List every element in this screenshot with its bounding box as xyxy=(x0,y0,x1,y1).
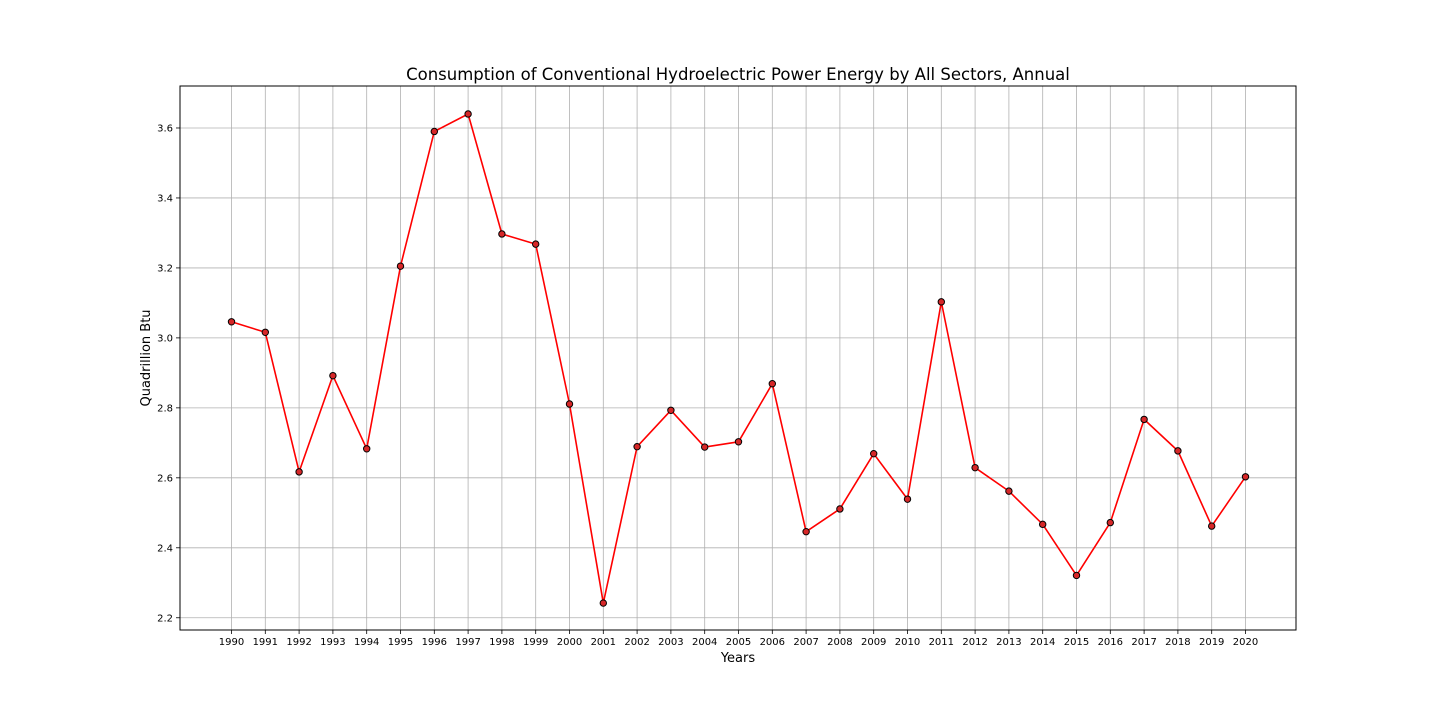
data-point xyxy=(227,318,236,326)
data-point xyxy=(1039,520,1047,529)
data-point xyxy=(363,445,371,453)
data-point xyxy=(701,443,709,451)
y-tick-label: 3.4 xyxy=(157,193,173,204)
x-tick-label: 2009 xyxy=(861,637,886,648)
data-point xyxy=(836,505,844,513)
series-layer xyxy=(227,110,1250,607)
y-tick-label: 3.0 xyxy=(157,333,173,344)
x-tick-label: 2019 xyxy=(1199,637,1224,648)
data-point xyxy=(802,527,810,536)
x-tick-label: 1999 xyxy=(523,637,548,648)
y-tick-label: 2.8 xyxy=(157,403,173,414)
x-tick-label: 1997 xyxy=(455,637,480,648)
x-tick-label: 1991 xyxy=(253,637,278,648)
x-tick-label: 2013 xyxy=(996,637,1021,648)
data-point xyxy=(971,463,979,472)
data-point xyxy=(295,468,303,476)
data-point xyxy=(1072,571,1081,580)
x-tick-label: 2000 xyxy=(557,637,582,648)
x-tick-label: 2002 xyxy=(624,637,649,648)
data-point xyxy=(599,599,607,607)
data-point xyxy=(430,127,438,136)
y-tick-label: 2.2 xyxy=(157,613,173,624)
data-point xyxy=(1140,415,1148,424)
x-tick-label: 1994 xyxy=(354,637,379,648)
x-tick-label: 2001 xyxy=(591,637,616,648)
y-axis: 2.2 2.4 2.6 2.8 3.0 3.2 3.4 3.6 xyxy=(157,123,180,624)
data-point xyxy=(1005,487,1013,495)
y-axis-label: Quadrillion Btu xyxy=(139,309,154,406)
x-tick-label: 1990 xyxy=(219,637,244,648)
x-tick-label: 2012 xyxy=(962,637,987,648)
x-tick-label: 2015 xyxy=(1064,637,1089,648)
x-tick-label: 2014 xyxy=(1030,637,1055,648)
x-tick-label: 2016 xyxy=(1098,637,1123,648)
data-point xyxy=(734,438,743,446)
x-tick-label: 1992 xyxy=(286,637,311,648)
data-point xyxy=(498,230,506,238)
x-axis: 1990 1991 1992 1993 1994 1995 1996 1997 1998 1999… xyxy=(219,630,1258,648)
x-tick-label: 2018 xyxy=(1165,637,1190,648)
data-point xyxy=(464,110,472,118)
data-point xyxy=(396,262,405,270)
data-point xyxy=(667,406,675,415)
x-tick-label: 2006 xyxy=(760,637,785,648)
data-point xyxy=(633,442,641,451)
x-tick-label: 2007 xyxy=(793,637,818,648)
data-point xyxy=(1208,522,1216,530)
x-tick-label: 2010 xyxy=(895,637,920,648)
data-point xyxy=(261,328,269,336)
data-point xyxy=(937,298,945,306)
data-point xyxy=(565,400,574,408)
x-tick-label: 2011 xyxy=(929,637,954,648)
plot-frame xyxy=(179,85,1297,631)
x-tick-label: 2008 xyxy=(827,637,852,648)
y-tick-label: 2.4 xyxy=(157,543,173,554)
x-tick-label: 1993 xyxy=(320,637,345,648)
x-tick-label: 2017 xyxy=(1131,637,1156,648)
data-point xyxy=(768,380,776,388)
x-tick-label: 1996 xyxy=(422,637,447,648)
data-point xyxy=(1241,473,1250,481)
y-tick-label: 2.6 xyxy=(157,473,173,484)
y-tick-label: 3.2 xyxy=(157,263,173,274)
x-tick-label: 2004 xyxy=(692,637,717,648)
data-point xyxy=(903,495,912,503)
x-tick-label: 2003 xyxy=(658,637,683,648)
chart-title: Consumption of Conventional Hydroelectri… xyxy=(406,65,1070,84)
x-tick-label: 1995 xyxy=(388,637,413,648)
data-point xyxy=(329,371,337,380)
data-point xyxy=(1174,447,1182,455)
y-tick-label: 3.6 xyxy=(157,123,173,134)
data-point xyxy=(870,449,878,458)
data-point xyxy=(532,240,540,248)
x-tick-label: 2020 xyxy=(1233,637,1258,648)
x-axis-label: Years xyxy=(720,651,756,666)
data-point xyxy=(1106,518,1115,527)
x-tick-label: 2005 xyxy=(726,637,751,648)
grid xyxy=(180,86,1296,630)
x-tick-label: 1998 xyxy=(489,637,514,648)
